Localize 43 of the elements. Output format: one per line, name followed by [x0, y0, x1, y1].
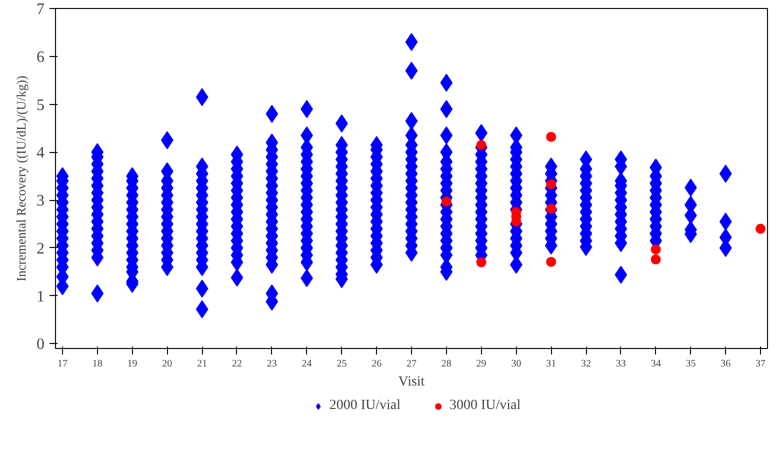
x-tick-label: 19 [127, 358, 138, 370]
x-tick-label: 29 [476, 358, 486, 370]
y-axis-title: Incremental Recovery ((IU/dL)/(U/kg)) [14, 76, 28, 282]
x-tick-label: 34 [650, 358, 661, 370]
x-tick-label: 33 [616, 358, 626, 370]
x-tick-label: 27 [406, 358, 416, 370]
point [546, 204, 556, 214]
point [546, 179, 556, 190]
x-tick-label: 23 [266, 358, 277, 370]
x-tick-label: 18 [92, 358, 102, 370]
y-tick-label: 4 [36, 144, 44, 162]
point [546, 256, 556, 267]
point [650, 254, 661, 264]
y-tick-label: 7 [36, 1, 44, 18]
x-tick-label: 26 [372, 358, 382, 370]
legend-label: 3000 IU/vial [450, 398, 521, 414]
x-tick-label: 30 [511, 358, 522, 370]
x-tick-label: 17 [57, 358, 68, 370]
x-tick-label: 24 [302, 358, 312, 370]
x-tick-label: 35 [686, 358, 696, 370]
y-tick-label: 5 [36, 96, 44, 114]
x-tick-label: 36 [720, 358, 731, 370]
x-axis-title: Visit [398, 374, 425, 390]
y-tick-label: 3 [36, 192, 44, 210]
point [476, 140, 486, 150]
x-tick-label: 32 [581, 358, 592, 370]
y-tick-label: 0 [36, 336, 44, 354]
point [650, 244, 661, 254]
x-tick-label: 22 [232, 358, 242, 370]
x-tick-label: 37 [756, 358, 766, 370]
x-tick-label: 28 [441, 358, 452, 370]
point [476, 257, 486, 268]
x-tick-label: 25 [336, 358, 347, 370]
x-tick-label: 21 [197, 358, 208, 370]
y-tick-label: 1 [36, 288, 44, 306]
point [441, 196, 452, 206]
point [546, 132, 556, 142]
x-tick-label: 31 [546, 358, 556, 370]
x-tick-label: 20 [162, 358, 172, 370]
y-tick-label: 2 [36, 240, 44, 258]
legend-label: 2000 IU/vial [329, 398, 400, 414]
y-tick-label: 6 [36, 48, 44, 66]
point [756, 224, 766, 234]
